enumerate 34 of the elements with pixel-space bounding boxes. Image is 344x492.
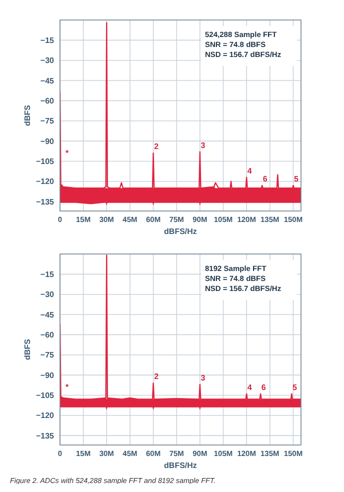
y-tick-label: −105 (36, 391, 55, 400)
y-tick-label: −120 (36, 177, 55, 186)
y-tick-label: −45 (40, 76, 55, 86)
y-tick-label: −60 (40, 330, 55, 340)
y-tick-label: −15 (40, 36, 55, 45)
y-tick-label: −90 (40, 136, 55, 146)
annotation: 6 (261, 382, 266, 392)
y-tick-label: −75 (40, 116, 55, 126)
y-axis-title: dBFS (23, 104, 32, 126)
y-tick-label: −75 (40, 350, 55, 360)
annotation: 5 (292, 382, 298, 392)
y-tick-label: −15 (40, 270, 55, 279)
annotation: 3 (200, 373, 206, 382)
annotation: 4 (247, 382, 252, 392)
annotation: 3 (200, 140, 206, 150)
annotation: 2 (154, 372, 160, 382)
annotation: * (65, 148, 70, 158)
annotation: * (65, 382, 70, 392)
y-tick-label: −120 (36, 411, 55, 420)
x-axis-title: dBFS/Hz (164, 461, 197, 470)
y-tick-label: −45 (40, 310, 55, 320)
y-tick-label: −30 (40, 290, 55, 300)
annotation: 5 (294, 174, 299, 184)
y-axis-title: dBFS (23, 338, 32, 360)
y-tick-label: −60 (40, 96, 55, 106)
y-tick-label: −105 (36, 157, 55, 166)
annotation: 6 (262, 174, 268, 184)
x-axis-title: dBFS/Hz (164, 227, 197, 236)
y-tick-label: −135 (36, 431, 55, 440)
annotation: 4 (247, 166, 252, 176)
y-tick-label: −135 (36, 197, 55, 206)
y-tick-label: −90 (40, 370, 55, 380)
y-tick-label: −30 (40, 56, 55, 66)
annotation: 2 (154, 142, 160, 152)
